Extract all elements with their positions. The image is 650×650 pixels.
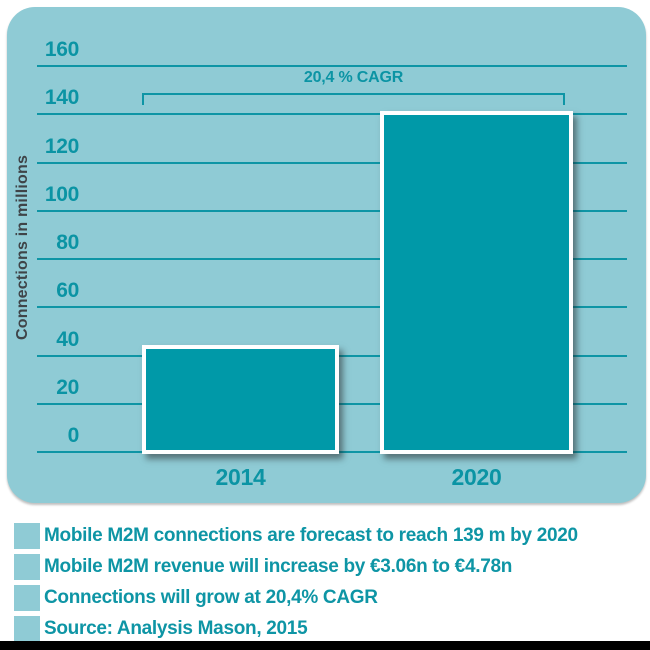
y-tick-label: 60 — [56, 279, 79, 303]
bullet-text: Mobile M2M connections are forecast to r… — [44, 525, 578, 546]
bullet-text: Connections will grow at 20,4% CAGR — [44, 587, 378, 608]
y-tick-label: 120 — [44, 134, 79, 158]
y-tick-label: 80 — [56, 231, 79, 254]
bullet-text: Source: Analysis Mason, 2015 — [44, 618, 308, 639]
x-axis-label-2020: 2020 — [451, 464, 502, 490]
bullet-row: Connections will grow at 20,4% CAGR — [14, 585, 646, 611]
gridline — [37, 209, 627, 212]
bullet-marker — [14, 616, 40, 642]
y-tick-label: 0 — [67, 424, 80, 447]
footer-black-bar — [0, 641, 650, 650]
bar-chart-plot-area: 0 20 40 60 80 100 120 140 160 Connections in mil… — [7, 7, 646, 503]
gridline — [37, 161, 627, 164]
bullet-row: Mobile M2M connections are forecast to r… — [14, 523, 646, 549]
bar-2020 — [380, 110, 573, 454]
y-tick-label: 160 — [44, 38, 79, 61]
gridline — [37, 113, 627, 116]
bullet-text: Mobile M2M revenue will increase by €3.0… — [44, 556, 513, 577]
bullet-row: Source: Analysis Mason, 2015 — [14, 616, 646, 642]
gridline — [37, 65, 627, 67]
cagr-bracket — [142, 93, 565, 105]
x-axis-label-2014: 2014 — [215, 464, 266, 490]
cagr-annotation-label: 20,4 % CAGR — [303, 69, 404, 86]
chart-card: 0 20 40 60 80 100 120 140 160 Connections in mil… — [7, 7, 646, 503]
y-tick-label: 40 — [56, 327, 79, 351]
gridline — [37, 306, 627, 309]
y-tick-label: 100 — [44, 182, 79, 206]
bar-2014 — [142, 344, 339, 454]
y-axis-title: Connections in millions — [14, 154, 31, 340]
bullet-marker — [14, 554, 40, 580]
bullet-row: Mobile M2M revenue will increase by €3.0… — [14, 554, 646, 580]
bullet-marker — [14, 585, 40, 611]
y-tick-label: 140 — [44, 86, 79, 110]
bullet-marker — [14, 523, 40, 549]
y-tick-label: 20 — [56, 375, 79, 399]
gridline — [37, 258, 627, 260]
